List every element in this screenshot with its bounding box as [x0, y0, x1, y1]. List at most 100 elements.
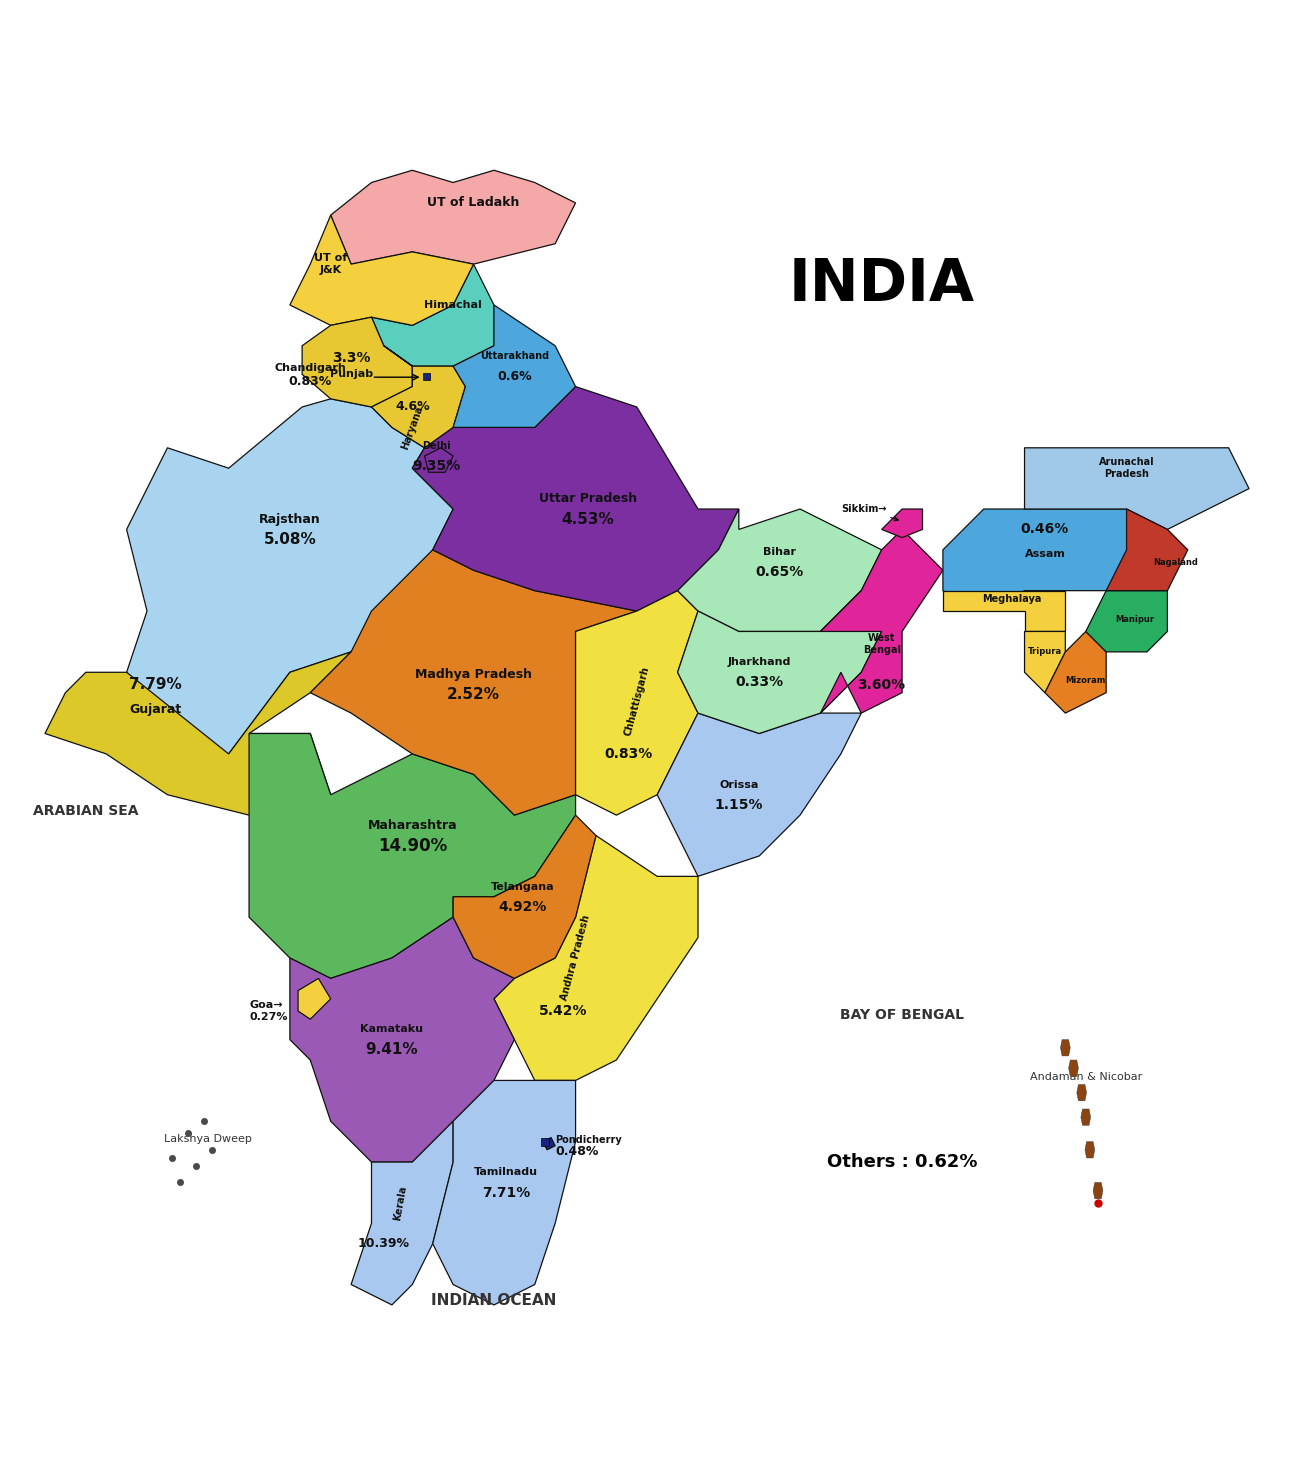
Text: Madhya Pradesh: Madhya Pradesh: [415, 667, 532, 681]
Polygon shape: [1061, 1040, 1070, 1056]
Text: Delhi: Delhi: [423, 440, 452, 450]
Polygon shape: [290, 917, 514, 1162]
Polygon shape: [576, 591, 697, 816]
Text: 0.83%: 0.83%: [289, 376, 331, 389]
Text: 7.79%: 7.79%: [129, 678, 181, 692]
Text: Lakshya Dweep: Lakshya Dweep: [164, 1134, 252, 1144]
Polygon shape: [302, 317, 413, 406]
Polygon shape: [298, 978, 331, 1020]
Polygon shape: [1046, 631, 1106, 713]
Text: 4.6%: 4.6%: [395, 400, 430, 414]
Text: 0.48%: 0.48%: [555, 1146, 599, 1159]
Polygon shape: [311, 550, 637, 816]
Polygon shape: [1025, 447, 1249, 530]
Text: 0.65%: 0.65%: [756, 565, 804, 579]
Polygon shape: [248, 734, 576, 978]
Text: BAY OF BENGAL: BAY OF BENGAL: [840, 1008, 964, 1022]
Text: Maharashtra: Maharashtra: [367, 819, 457, 832]
Text: INDIA: INDIA: [788, 257, 974, 312]
Polygon shape: [1084, 1141, 1095, 1157]
Polygon shape: [371, 346, 466, 447]
Polygon shape: [678, 509, 881, 631]
Text: 0.46%: 0.46%: [1021, 522, 1069, 537]
Polygon shape: [453, 816, 597, 978]
Text: 3.3%: 3.3%: [331, 351, 370, 365]
Text: 4.92%: 4.92%: [498, 899, 546, 914]
Text: 9.41%: 9.41%: [366, 1043, 418, 1058]
Text: Kerala: Kerala: [392, 1184, 408, 1221]
Text: Uttar Pradesh: Uttar Pradesh: [538, 493, 637, 505]
Polygon shape: [1077, 1084, 1087, 1100]
Text: UT of Ladakh: UT of Ladakh: [427, 197, 520, 210]
Text: Jharkhand: Jharkhand: [727, 657, 791, 667]
Bar: [541, 1137, 549, 1146]
Polygon shape: [351, 1121, 453, 1306]
Polygon shape: [943, 591, 1065, 631]
Text: Uttarakhand: Uttarakhand: [480, 351, 549, 361]
Polygon shape: [424, 447, 453, 472]
Text: 0.83%: 0.83%: [604, 747, 652, 761]
Text: Assam: Assam: [1025, 549, 1065, 559]
Polygon shape: [1025, 631, 1065, 692]
Polygon shape: [413, 387, 739, 612]
Text: 4.53%: 4.53%: [562, 512, 615, 527]
Text: Kamataku: Kamataku: [361, 1024, 423, 1034]
Text: Bihar: Bihar: [763, 547, 796, 557]
Text: 0.6%: 0.6%: [497, 370, 532, 383]
Text: Tripura: Tripura: [1027, 647, 1062, 656]
Polygon shape: [45, 651, 351, 816]
Text: ARABIAN SEA: ARABIAN SEA: [34, 804, 138, 819]
Bar: [423, 373, 430, 380]
Text: INDIAN OCEAN: INDIAN OCEAN: [431, 1292, 556, 1309]
Text: Andaman & Nicobar: Andaman & Nicobar: [1030, 1072, 1141, 1083]
Text: Himachal: Himachal: [424, 299, 481, 310]
Polygon shape: [371, 264, 494, 367]
Polygon shape: [678, 591, 881, 734]
Text: 7.71%: 7.71%: [483, 1185, 531, 1200]
Text: 5.08%: 5.08%: [264, 533, 316, 547]
Polygon shape: [1106, 509, 1188, 591]
Text: Manipur: Manipur: [1115, 615, 1154, 623]
Text: Others : 0.62%: Others : 0.62%: [827, 1153, 977, 1171]
Polygon shape: [494, 836, 697, 1080]
Text: Mizoram: Mizoram: [1065, 676, 1106, 685]
Text: West
Bengal: West Bengal: [863, 632, 901, 654]
Text: 14.90%: 14.90%: [378, 836, 446, 855]
Text: Nagaland: Nagaland: [1153, 557, 1198, 566]
Text: Orissa: Orissa: [719, 779, 758, 789]
Text: Meghalaya: Meghalaya: [982, 594, 1042, 604]
Polygon shape: [820, 530, 943, 713]
Polygon shape: [543, 1137, 555, 1150]
Text: Gujarat: Gujarat: [129, 703, 181, 716]
Text: Sikkim→: Sikkim→: [841, 505, 898, 521]
Text: 1.15%: 1.15%: [714, 798, 763, 811]
Text: Arunachal
Pradesh: Arunachal Pradesh: [1099, 458, 1154, 480]
Text: Haryana: Haryana: [400, 403, 424, 450]
Text: Rajsthan: Rajsthan: [259, 513, 321, 525]
Text: Chandigarh: Chandigarh: [274, 364, 347, 373]
Text: 3.60%: 3.60%: [858, 678, 906, 691]
Text: 2.52%: 2.52%: [446, 687, 499, 703]
Polygon shape: [1069, 1061, 1078, 1077]
Text: 0.33%: 0.33%: [735, 675, 783, 689]
Text: UT of
J&K: UT of J&K: [314, 254, 347, 274]
Polygon shape: [657, 713, 862, 876]
Polygon shape: [943, 509, 1167, 612]
Text: 10.39%: 10.39%: [357, 1237, 410, 1250]
Polygon shape: [881, 509, 923, 537]
Text: Pondicherry: Pondicherry: [555, 1134, 622, 1144]
Text: Chhattisgarh: Chhattisgarh: [622, 665, 651, 736]
Polygon shape: [1080, 1109, 1091, 1125]
Polygon shape: [331, 170, 576, 264]
Text: 5.42%: 5.42%: [540, 1003, 587, 1018]
Text: Tamilnadu: Tamilnadu: [474, 1168, 538, 1177]
Polygon shape: [1093, 1182, 1102, 1199]
Polygon shape: [290, 216, 474, 326]
Text: Andhra Pradesh: Andhra Pradesh: [559, 914, 591, 1002]
Text: Telangana: Telangana: [490, 882, 554, 892]
Text: Punjab: Punjab: [330, 370, 373, 380]
Text: 9.35%: 9.35%: [413, 459, 461, 474]
Polygon shape: [432, 1080, 576, 1306]
Polygon shape: [1086, 591, 1167, 651]
Text: Goa→
0.27%: Goa→ 0.27%: [248, 1000, 287, 1022]
